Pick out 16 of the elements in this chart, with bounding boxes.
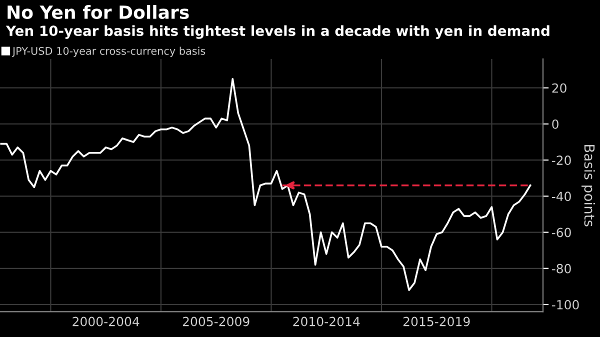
y-tick-label: -100	[552, 300, 579, 310]
y-tick-label: 20	[552, 83, 566, 93]
x-tick-label: 2005-2009	[182, 316, 250, 326]
y-tick-label: -20	[552, 156, 571, 165]
x-tick-label: 2010-2014	[293, 316, 360, 326]
y-tick-label: -80	[552, 264, 571, 274]
y-tick-label: -40	[552, 192, 571, 202]
x-tick-label: 2015-2019	[403, 316, 470, 326]
y-tick-label: 0	[552, 119, 558, 129]
chart-subtitle: Yen 10-year basis hits tightest levels in a decade with yen in demand	[6, 25, 550, 39]
y-axis-title: Basis points	[582, 144, 595, 226]
line-series	[0, 78, 532, 291]
legend-label: JPY-USD 10-year cross-currency basis	[12, 46, 206, 57]
y-tick-label: -60	[552, 228, 571, 238]
x-tick-label: 2000-2004	[72, 316, 140, 326]
chart-title: No Yen for Dollars	[8, 5, 189, 20]
